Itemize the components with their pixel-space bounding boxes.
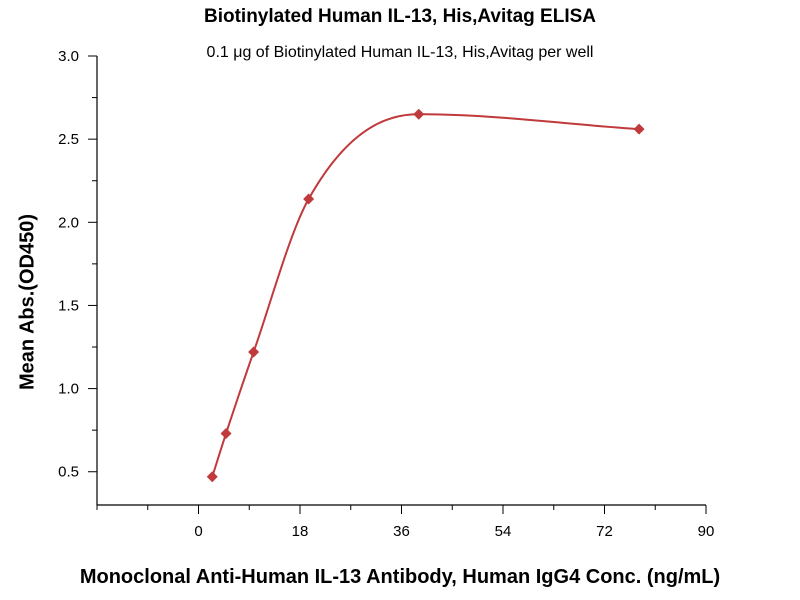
data-point (413, 108, 425, 120)
fit-curve (211, 113, 640, 478)
chart-subtitle: 0.1 μg of Biotinylated Human IL-13, His,… (206, 44, 594, 61)
y-tick-label: 2.5 (58, 131, 79, 148)
data-point (206, 471, 218, 483)
x-tick-label: 90 (698, 523, 715, 540)
chart-title: Biotinylated Human IL-13, His,Avitag ELI… (203, 6, 597, 27)
y-axis-label: Mean Abs.(OD450) (16, 214, 39, 390)
y-tick-label: 3.0 (58, 48, 79, 65)
data-point (303, 193, 315, 205)
x-tick-label: 18 (292, 523, 309, 540)
y-tick-label: 1.5 (58, 297, 79, 314)
data-point (220, 427, 232, 439)
y-tick-label: 2.0 (58, 214, 79, 231)
x-tick-label: 72 (596, 523, 613, 540)
data-point (248, 346, 260, 358)
x-tick-label: 0 (194, 523, 202, 540)
data-point (633, 123, 645, 135)
x-axis-label: Monoclonal Anti-Human IL-13 Antibody, Hu… (79, 566, 721, 588)
y-tick-label: 1.0 (58, 381, 79, 398)
x-tick-label: 54 (495, 523, 512, 540)
y-tick-label: 0.5 (58, 464, 79, 481)
x-tick-label: 36 (393, 523, 410, 540)
